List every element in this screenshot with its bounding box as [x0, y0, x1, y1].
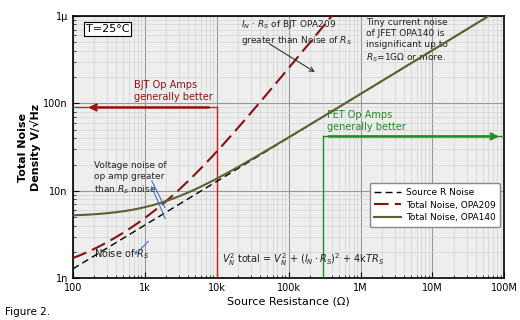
Line: Total Noise, OPA209: Total Noise, OPA209 — [73, 0, 504, 258]
Source R Noise — [70, 267, 76, 271]
Text: FET Op Amps
generally better: FET Op Amps generally better — [327, 110, 406, 132]
Y-axis label: Total Noise
Density V/√Hz: Total Noise Density V/√Hz — [18, 104, 41, 191]
Text: Figure 2.: Figure 2. — [5, 307, 50, 317]
Line: Total Noise, OPA140: Total Noise, OPA140 — [73, 6, 504, 215]
Total Noise, OPA140 — [244, 160, 251, 164]
Total Noise, OPA209 — [70, 256, 76, 260]
X-axis label: Source Resistance (Ω): Source Resistance (Ω) — [227, 296, 350, 306]
Source R Noise — [501, 4, 508, 8]
Total Noise, OPA140 — [114, 210, 120, 214]
Text: Noise of $R_S$: Noise of $R_S$ — [95, 247, 150, 260]
Source R Noise — [406, 62, 412, 66]
Total Noise, OPA209 — [114, 235, 120, 239]
Total Noise, OPA209 — [244, 115, 251, 119]
Source R Noise — [244, 161, 251, 165]
Total Noise, OPA209 — [260, 97, 266, 101]
Total Noise, OPA140 — [501, 4, 508, 8]
Total Noise, OPA140 — [70, 213, 76, 217]
Total Noise, OPA140 — [260, 151, 266, 155]
Text: Tiny current noise
of JFET OPA140 is
insignificant up to
$R_S$=1GΩ or more.: Tiny current noise of JFET OPA140 is ins… — [366, 18, 448, 64]
Source R Noise — [114, 240, 120, 244]
Source R Noise — [260, 151, 266, 155]
Text: Voltage noise of
op amp greater
than $R_S$ noise.: Voltage noise of op amp greater than $R_… — [95, 161, 167, 196]
Text: $I_N$ · $R_S$ of BJT OPA209
greater than Noise of $R_S$: $I_N$ · $R_S$ of BJT OPA209 greater than… — [241, 18, 352, 47]
Text: $V_N^2$ total = $V_N^2$ + $(I_N \cdot R_S)^2$ + 4k$TR_S$: $V_N^2$ total = $V_N^2$ + $(I_N \cdot R_… — [223, 252, 385, 268]
Text: T=25°C: T=25°C — [86, 24, 129, 34]
Legend: Source R Noise, Total Noise, OPA209, Total Noise, OPA140: Source R Noise, Total Noise, OPA209, Tot… — [370, 183, 500, 227]
Total Noise, OPA140 — [406, 62, 412, 66]
Total Noise, OPA140 — [414, 58, 420, 61]
Source R Noise — [366, 87, 372, 91]
Source R Noise — [414, 58, 420, 61]
Line: Source R Noise: Source R Noise — [73, 6, 504, 269]
Text: BJT Op Amps
generally better: BJT Op Amps generally better — [134, 80, 212, 102]
Total Noise, OPA140 — [366, 87, 372, 91]
